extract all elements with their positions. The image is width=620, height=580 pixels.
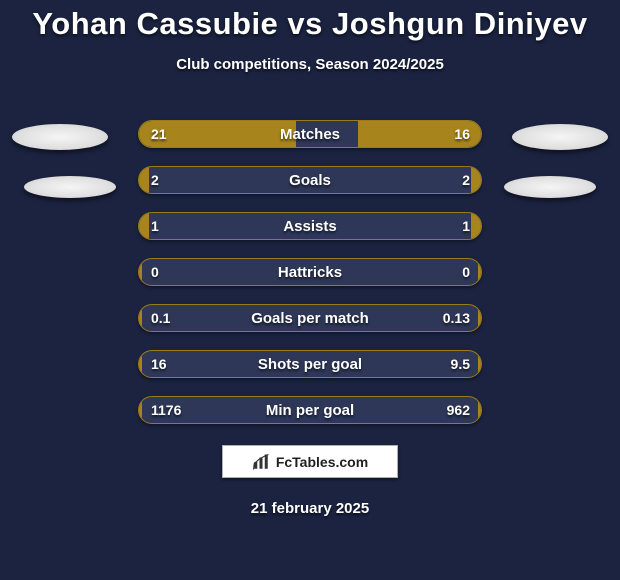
player-left-avatar-placeholder-2	[24, 176, 116, 198]
stat-label: Min per goal	[139, 397, 481, 423]
stat-row: 21Matches16	[138, 120, 482, 148]
subtitle: Club competitions, Season 2024/2025	[0, 56, 620, 73]
player-right-avatar-placeholder-2	[504, 176, 596, 198]
player-left-avatar-placeholder-1	[12, 124, 108, 150]
player-right-avatar-placeholder-1	[512, 124, 608, 150]
brand-badge: FcTables.com	[222, 445, 398, 478]
vs-separator: vs	[287, 6, 322, 41]
stat-label: Matches	[139, 121, 481, 147]
stat-right-value: 2	[462, 167, 470, 193]
stat-row: 1176Min per goal962	[138, 396, 482, 424]
date-text: 21 february 2025	[0, 500, 620, 517]
stat-right-value: 9.5	[451, 351, 470, 377]
stat-row: 2Goals2	[138, 166, 482, 194]
stat-right-value: 0	[462, 259, 470, 285]
stat-right-value: 0.13	[443, 305, 470, 331]
player-left-name: Yohan Cassubie	[32, 6, 278, 41]
player-right-name: Joshgun Diniyev	[332, 6, 588, 41]
stat-row: 1Assists1	[138, 212, 482, 240]
stat-label: Shots per goal	[139, 351, 481, 377]
page-title: Yohan Cassubie vs Joshgun Diniyev	[0, 6, 620, 42]
stat-right-value: 962	[447, 397, 470, 423]
stat-label: Hattricks	[139, 259, 481, 285]
stat-row: 16Shots per goal9.5	[138, 350, 482, 378]
stat-label: Assists	[139, 213, 481, 239]
stats-list: 21Matches162Goals21Assists10Hattricks00.…	[138, 120, 482, 442]
stat-label: Goals per match	[139, 305, 481, 331]
stat-label: Goals	[139, 167, 481, 193]
stat-right-value: 16	[454, 121, 470, 147]
stat-row: 0Hattricks0	[138, 258, 482, 286]
bar-chart-icon	[252, 453, 270, 471]
infographic-container: Yohan Cassubie vs Joshgun Diniyev Club c…	[0, 0, 620, 580]
stat-right-value: 1	[462, 213, 470, 239]
stat-row: 0.1Goals per match0.13	[138, 304, 482, 332]
brand-text: FcTables.com	[276, 454, 368, 470]
